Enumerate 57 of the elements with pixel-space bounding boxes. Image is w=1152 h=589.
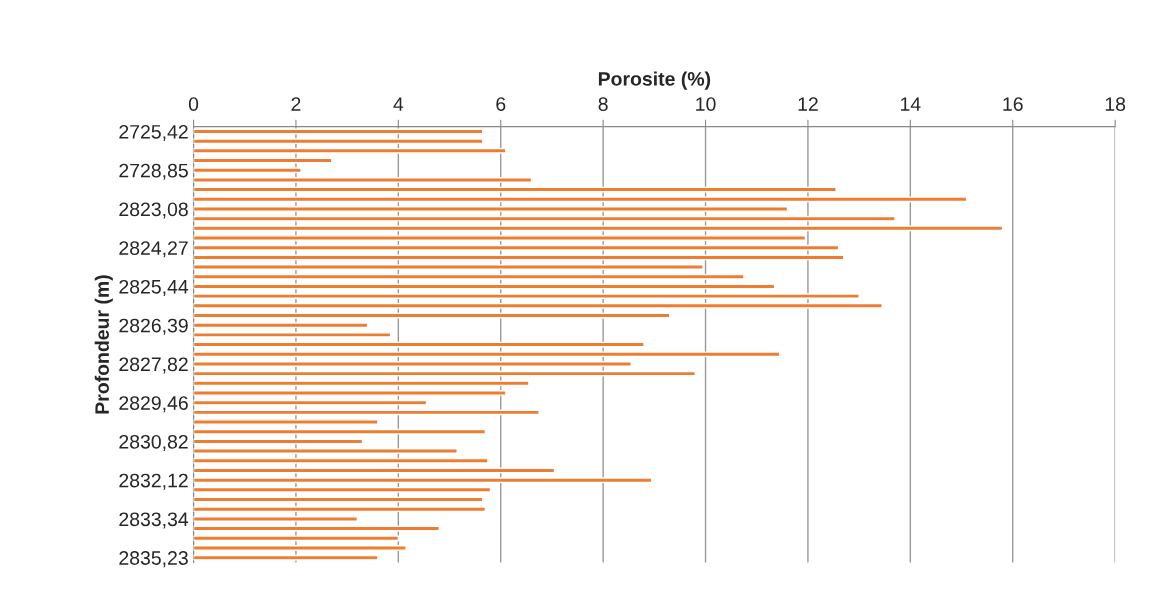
bar xyxy=(193,399,428,406)
x-tick-label: 18 xyxy=(1105,97,1126,111)
bar xyxy=(193,419,379,425)
y-tick-label: 2826,39 xyxy=(119,318,188,335)
bar xyxy=(193,147,507,154)
y-tick-label: 2725,42 xyxy=(119,124,188,142)
bar xyxy=(193,215,896,222)
bar xyxy=(193,167,302,174)
x-axis-title: Porosite (%) xyxy=(598,71,711,90)
y-tick-label: 2832,12 xyxy=(119,473,188,490)
x-tick-label: 2 xyxy=(291,97,301,111)
bar xyxy=(193,235,807,241)
y-tick-label: 2825,44 xyxy=(119,279,189,296)
x-tick-label: 6 xyxy=(496,97,506,111)
y-tick-label: 2830,82 xyxy=(119,434,188,451)
bar xyxy=(193,428,487,435)
bar xyxy=(193,196,968,203)
bar xyxy=(193,554,379,561)
bar xyxy=(193,380,530,387)
bar xyxy=(193,545,407,551)
y-tick-label: 2824,27 xyxy=(119,241,188,258)
bar xyxy=(193,457,489,464)
bar xyxy=(193,177,533,183)
bar xyxy=(193,448,458,454)
x-tick-label: 14 xyxy=(901,97,921,111)
bar xyxy=(193,361,632,367)
bar xyxy=(193,477,653,484)
y-tick-label: 2827,82 xyxy=(119,357,188,374)
bar xyxy=(193,390,507,396)
bar xyxy=(193,138,484,145)
bar xyxy=(193,486,492,493)
bar xyxy=(193,273,745,280)
bar xyxy=(193,516,359,522)
y-axis-title: Profondeur (m) xyxy=(94,275,113,414)
x-tick-label: 12 xyxy=(798,97,818,111)
bar xyxy=(193,206,789,212)
bar xyxy=(193,506,487,513)
y-tick-label: 2823,08 xyxy=(119,202,188,219)
y-tick-label: 2835,23 xyxy=(119,551,188,568)
bar xyxy=(193,244,840,251)
bar xyxy=(193,409,540,416)
bar xyxy=(193,322,369,329)
bar xyxy=(193,293,860,300)
y-tick-label: 2833,34 xyxy=(119,512,189,529)
bar xyxy=(193,332,392,338)
bar xyxy=(193,225,1004,232)
x-tick-label: 0 xyxy=(188,97,199,111)
x-tick-label: 16 xyxy=(1003,97,1023,111)
bar xyxy=(193,302,883,309)
x-tick-label: 4 xyxy=(393,97,404,111)
x-tick-label: 10 xyxy=(696,97,716,111)
x-tick-label: 8 xyxy=(598,97,608,111)
bar xyxy=(193,535,400,542)
y-tick-label: 2728,85 xyxy=(119,163,188,180)
bar xyxy=(193,264,704,270)
bar xyxy=(193,351,781,358)
y-tick-label: 2829,46 xyxy=(119,396,188,413)
